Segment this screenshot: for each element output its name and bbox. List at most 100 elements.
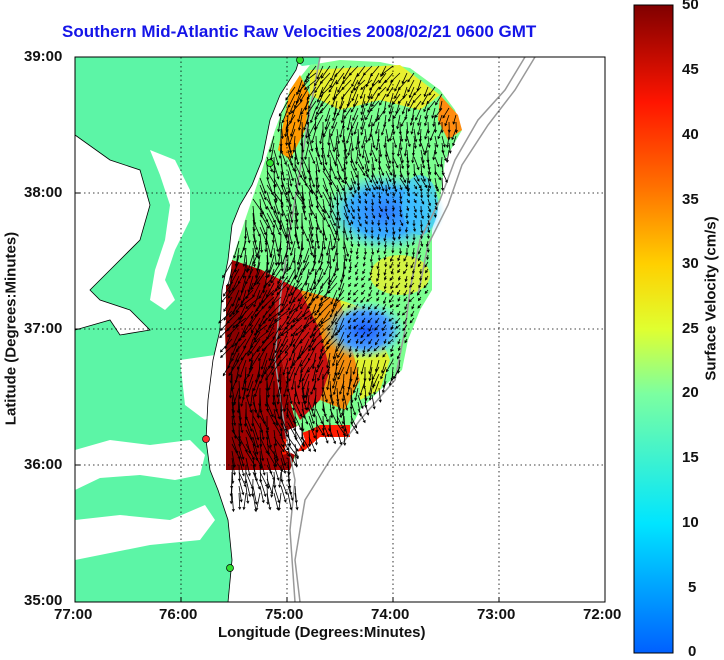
velocity-vector [364, 177, 371, 192]
velocity-vector [289, 240, 296, 257]
velocity-vector [382, 331, 387, 337]
velocity-vector [427, 205, 431, 213]
velocity-vector [220, 317, 233, 332]
velocity-vector [346, 380, 352, 397]
velocity-vector [326, 142, 331, 159]
velocity-vector [371, 184, 376, 191]
velocity-vector [369, 268, 373, 276]
velocity-vector [424, 275, 429, 281]
velocity-vector [376, 331, 380, 338]
velocity-vector [426, 247, 430, 253]
velocity-vector [440, 177, 445, 192]
velocity-vector [384, 142, 388, 158]
velocity-vector [343, 394, 349, 412]
velocity-vector [364, 191, 368, 197]
velocity-vector [336, 170, 344, 184]
velocity-vector [347, 338, 352, 344]
velocity-vector [385, 163, 393, 176]
velocity-vector [351, 86, 359, 102]
velocity-vector [302, 373, 310, 391]
velocity-vector [326, 373, 331, 391]
velocity-vector [448, 142, 452, 154]
velocity-vector [299, 86, 310, 103]
velocity-vector [441, 135, 446, 148]
velocity-vector [287, 387, 293, 405]
velocity-vector [266, 478, 274, 495]
velocity-vector [399, 184, 403, 191]
velocity-vector [332, 233, 338, 250]
velocity-vector [280, 149, 287, 166]
velocity-vector [369, 142, 373, 157]
velocity-vector [362, 345, 366, 354]
velocity-vector [388, 100, 394, 115]
velocity-vector [267, 373, 275, 391]
colorbar-label: Surface Velocity (cm/s) [702, 216, 720, 381]
velocity-vector [331, 114, 338, 130]
velocity-vector [417, 303, 422, 309]
velocity-vector [300, 100, 310, 115]
velocity-vector [376, 289, 380, 296]
velocity-vector [354, 331, 359, 338]
velocity-vector [242, 492, 247, 511]
velocity-vector [308, 177, 314, 195]
velocity-vector [360, 296, 366, 304]
velocity-vector [386, 86, 394, 98]
velocity-vector [308, 422, 316, 439]
velocity-vector [431, 107, 436, 119]
sound [75, 440, 205, 490]
velocity-vector [395, 331, 401, 338]
velocity-vector [392, 184, 396, 190]
velocity-vector [328, 254, 333, 270]
velocity-vector [301, 219, 305, 236]
velocity-vector [343, 100, 352, 113]
velocity-vector [283, 380, 289, 398]
velocity-vector [350, 79, 359, 94]
velocity-vector [378, 72, 387, 84]
velocity-vector [369, 254, 373, 263]
velocity-vector [322, 198, 327, 215]
velocity-vector [406, 170, 411, 185]
velocity-vector [426, 233, 430, 240]
velocity-vector [412, 226, 416, 233]
velocity-vector [350, 198, 354, 205]
velocity-vector [326, 359, 331, 376]
velocity-vector [424, 142, 429, 154]
velocity-vector [350, 240, 354, 248]
velocity-vector [336, 163, 341, 181]
velocity-vector [329, 184, 337, 201]
velocity-vector [287, 268, 296, 284]
velocity-vector [314, 79, 324, 94]
velocity-north-orange [278, 75, 310, 160]
velocity-vector [375, 352, 380, 358]
velocity-vector [364, 198, 368, 205]
velocity-vector [405, 233, 409, 240]
velocity-vector [330, 65, 338, 82]
velocity-vector [376, 275, 380, 282]
velocity-vector [404, 275, 408, 283]
velocity-vector [397, 310, 401, 317]
velocity-vector [366, 331, 373, 337]
velocity-vector [397, 233, 402, 240]
velocity-vector [364, 149, 370, 164]
velocity-vector [407, 72, 415, 83]
velocity-vector [311, 324, 324, 337]
velocity-vector [309, 324, 317, 339]
velocity-vector [407, 93, 415, 107]
velocity-vector [280, 457, 287, 475]
velocity-vector [273, 149, 280, 166]
velocity-vector [357, 219, 362, 227]
velocity-vector [404, 303, 408, 310]
velocity-vector [332, 247, 338, 263]
velocity-vector [352, 107, 359, 121]
velocity-vector [355, 247, 359, 256]
velocity-vector [228, 359, 240, 377]
velocity-vector [364, 219, 368, 225]
velocity-vector [238, 457, 245, 477]
velocity-vector [369, 310, 373, 316]
velocity-vector [308, 191, 314, 208]
velocity-vector [337, 331, 345, 347]
velocity-vector [311, 331, 324, 343]
velocity-vector [280, 121, 284, 140]
velocity-vector [375, 282, 380, 288]
velocity-vector [370, 198, 375, 206]
